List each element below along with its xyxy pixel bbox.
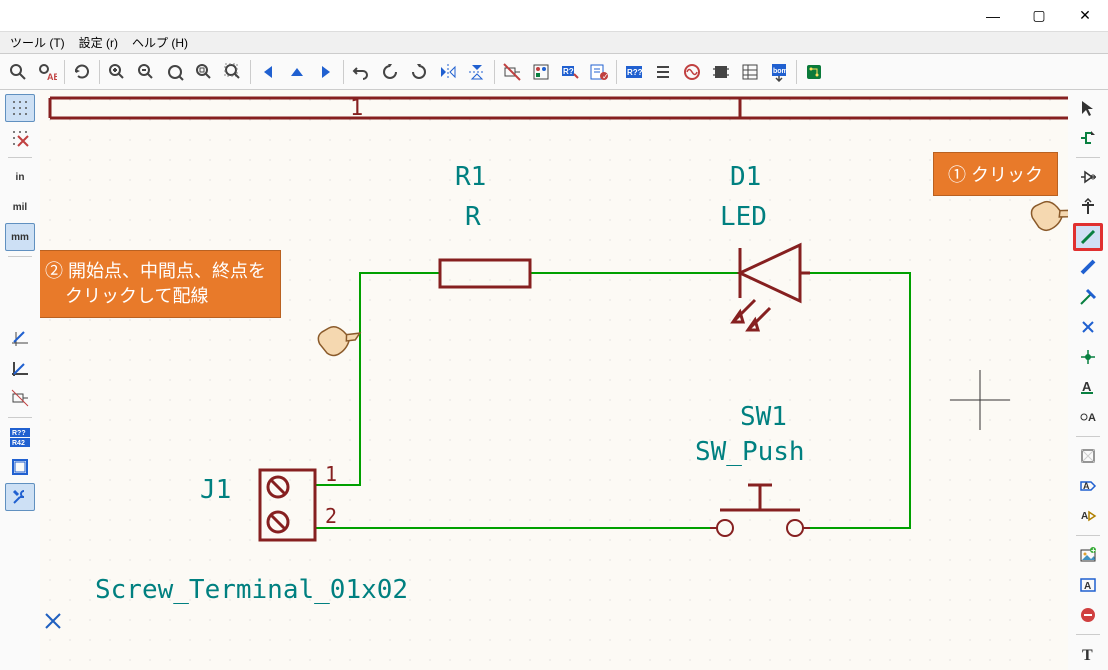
svg-text:bom: bom: [773, 68, 788, 75]
add-wire-tool-icon[interactable]: [1073, 223, 1103, 251]
svg-text:Screw_Terminal_01x02: Screw_Terminal_01x02: [95, 575, 408, 605]
search-replace-icon[interactable]: AB: [33, 58, 61, 86]
grid-override-icon[interactable]: [5, 124, 35, 152]
ref-designator-icon[interactable]: R?? R42: [5, 423, 35, 451]
svg-text:J1: J1: [200, 475, 231, 505]
select-tool-icon[interactable]: [1073, 94, 1103, 122]
component-d1: D1 LED: [720, 162, 810, 330]
nav-up-icon[interactable]: [283, 58, 311, 86]
annotate-ref-icon[interactable]: R??: [620, 58, 648, 86]
svg-text:R?: R?: [563, 67, 574, 76]
left-toolbar: in mil mm R?? R42: [0, 90, 40, 670]
callout-2: ② 開始点、中間点、終点を クリックして配線: [40, 250, 281, 318]
list-icon[interactable]: [649, 58, 677, 86]
svg-text:SW1: SW1: [740, 402, 787, 432]
bom-icon[interactable]: bom: [765, 58, 793, 86]
fields-icon[interactable]: [736, 58, 764, 86]
svg-text:A: A: [1084, 581, 1091, 592]
svg-text:AB: AB: [47, 72, 57, 82]
component-r1: R1 R: [440, 162, 530, 287]
unit-in[interactable]: in: [5, 163, 35, 191]
bus-entry-icon[interactable]: [1073, 283, 1103, 311]
refresh-icon[interactable]: [68, 58, 96, 86]
image-add-icon[interactable]: +: [1073, 541, 1103, 569]
mirror-h-icon[interactable]: [463, 58, 491, 86]
unit-mm[interactable]: mm: [5, 223, 35, 251]
zoom-selection-icon[interactable]: [219, 58, 247, 86]
nav-back-icon[interactable]: [254, 58, 282, 86]
text-tool-icon[interactable]: T: [1073, 640, 1103, 668]
nav-forward-icon[interactable]: [312, 58, 340, 86]
pcb-icon[interactable]: [800, 58, 828, 86]
hier-sheet-icon[interactable]: [1073, 442, 1103, 470]
zoom-in-icon[interactable]: [103, 58, 131, 86]
svg-text:D1: D1: [730, 162, 761, 192]
hier-label-icon[interactable]: A: [1073, 502, 1103, 530]
rotate-cw-icon[interactable]: [405, 58, 433, 86]
global-label-icon[interactable]: A: [1073, 472, 1103, 500]
hidden-pins-icon[interactable]: [498, 58, 526, 86]
netclass-icon[interactable]: A: [1073, 403, 1103, 431]
textbox-icon[interactable]: A: [1073, 571, 1103, 599]
junction-icon[interactable]: [1073, 343, 1103, 371]
component-sw1: SW1 SW_Push: [695, 402, 810, 536]
svg-text:A: A: [1088, 412, 1096, 424]
footprint-icon[interactable]: [707, 58, 735, 86]
right-toolbar: A A A A + A T: [1068, 90, 1108, 670]
schematic-svg: 1 J1 1 2 Screw_Terminal_01x02 R1 R: [40, 90, 1068, 670]
cursor-small-icon[interactable]: [5, 354, 35, 382]
border-index: 1: [350, 96, 363, 121]
cursor-crosshair: [950, 370, 1010, 430]
menu-tool[interactable]: ツール (T): [4, 32, 71, 53]
minimize-button[interactable]: —: [970, 1, 1016, 31]
svg-text:A: A: [1082, 379, 1092, 394]
hidden-pins-toggle-icon[interactable]: [5, 384, 35, 412]
no-connect-tool-icon[interactable]: [1073, 313, 1103, 341]
svg-text:T: T: [1082, 647, 1093, 663]
erc-icon[interactable]: ✓: [585, 58, 613, 86]
menu-pref[interactable]: 設定 (r): [73, 32, 124, 53]
tools-icon[interactable]: [5, 483, 35, 511]
component-j1: J1 1 2 Screw_Terminal_01x02: [95, 462, 408, 605]
undo-icon[interactable]: [347, 58, 375, 86]
maximize-button[interactable]: ▢: [1016, 1, 1062, 31]
grid-dots-icon[interactable]: [5, 94, 35, 122]
zoom-object-icon[interactable]: [190, 58, 218, 86]
sheet-icon[interactable]: [5, 453, 35, 481]
delete-icon[interactable]: [1073, 601, 1103, 629]
svg-text:2: 2: [325, 504, 337, 528]
net-label-icon[interactable]: A: [1073, 373, 1103, 401]
highlight-net-icon[interactable]: [1073, 124, 1103, 152]
svg-text:R: R: [465, 202, 481, 232]
close-button[interactable]: ✕: [1062, 1, 1108, 31]
svg-text:1: 1: [325, 462, 337, 486]
svg-text:R1: R1: [455, 162, 486, 192]
svg-text:✓: ✓: [602, 72, 609, 81]
add-symbol-icon[interactable]: [1073, 163, 1103, 191]
mirror-v-icon[interactable]: [434, 58, 462, 86]
svg-text:SW_Push: SW_Push: [695, 437, 805, 467]
svg-text:R??: R??: [12, 430, 26, 437]
svg-text:A: A: [1083, 481, 1090, 491]
zoom-out-icon[interactable]: [132, 58, 160, 86]
menu-help[interactable]: ヘルプ (H): [126, 32, 194, 53]
svg-text:+: +: [1091, 546, 1096, 555]
schematic-canvas[interactable]: 1 J1 1 2 Screw_Terminal_01x02 R1 R: [40, 90, 1068, 670]
search-icon[interactable]: [4, 58, 32, 86]
add-power-icon[interactable]: [1073, 193, 1103, 221]
svg-text:LED: LED: [720, 202, 767, 232]
rotate-ccw-icon[interactable]: [376, 58, 404, 86]
annotate-icon[interactable]: R?: [556, 58, 584, 86]
main-toolbar: AB R? ✓ R?? bom: [0, 54, 1108, 90]
simulator-icon[interactable]: [678, 58, 706, 86]
svg-text:R??: R??: [627, 68, 643, 77]
cursor-full-icon[interactable]: [5, 324, 35, 352]
svg-text:R42: R42: [12, 440, 25, 447]
add-bus-icon[interactable]: [1073, 253, 1103, 281]
filter-icon[interactable]: [527, 58, 555, 86]
no-connect-mark: [46, 614, 60, 628]
svg-text:A: A: [1081, 511, 1088, 522]
zoom-fit-icon[interactable]: [161, 58, 189, 86]
unit-mil[interactable]: mil: [5, 193, 35, 221]
